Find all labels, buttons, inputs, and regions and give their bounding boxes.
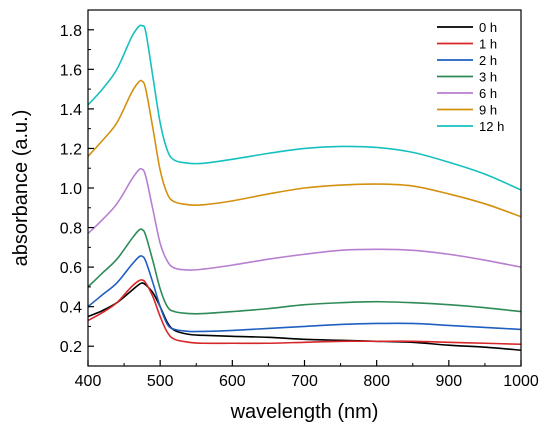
x-axis-label: wavelength (nm): [230, 401, 379, 423]
ticks-layer: 400 500 600 700 800 900 1000 0.2 0.4 0.6 0.8 1.0 1.2…: [60, 23, 539, 390]
y-tick-label: 0.4: [60, 300, 82, 317]
series-line-0h: [88, 282, 521, 351]
legend-label: 6 h: [479, 86, 497, 101]
series-line-3h: [88, 228, 521, 315]
y-tick-label: 0.2: [60, 339, 82, 356]
series-line-12h: [88, 24, 521, 191]
y-tick-label: 1.4: [60, 102, 82, 119]
x-tick-label: 800: [363, 373, 390, 390]
legend: 0 h 1 h2 h 3 h6 h 9 h12 h: [437, 20, 504, 134]
legend-label: 12 h: [479, 119, 504, 134]
series-line-9h: [88, 79, 521, 218]
y-tick-label: 1.2: [60, 141, 82, 158]
y-tick-label: 1.8: [60, 23, 82, 40]
legend-label: 2 h: [479, 53, 497, 68]
series-line-6h: [88, 167, 521, 271]
y-tick-label: 0.8: [60, 221, 82, 238]
y-axis-label: absorbance (a.u.): [10, 110, 32, 267]
x-tick-label: 900: [435, 373, 462, 390]
x-tick-label: 400: [75, 373, 102, 390]
legend-label: 9 h: [479, 103, 497, 118]
x-tick-label: 1000: [503, 373, 539, 390]
series-line-1h: [88, 279, 521, 346]
legend-label: 1 h: [479, 37, 497, 52]
x-tick-label: 700: [291, 373, 318, 390]
legend-label: 3 h: [479, 70, 497, 85]
x-tick-label: 500: [147, 373, 174, 390]
y-tick-label: 0.6: [60, 260, 82, 277]
legend-label: 0 h: [479, 20, 497, 35]
x-tick-label: 600: [219, 373, 246, 390]
series-line-2h: [88, 255, 521, 333]
y-tick-label: 1.0: [60, 181, 82, 198]
y-tick-label: 1.6: [60, 62, 82, 79]
series-layer: [88, 24, 521, 351]
